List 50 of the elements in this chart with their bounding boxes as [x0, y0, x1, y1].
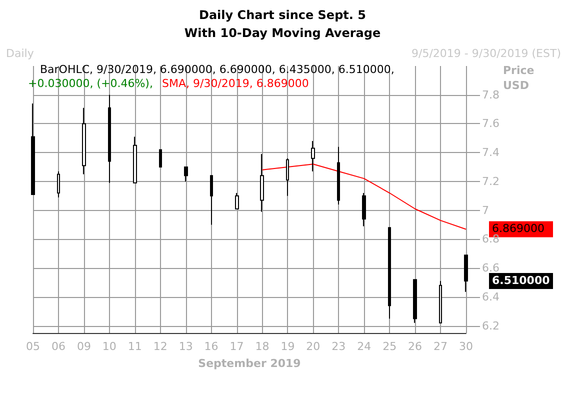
- x-tick-label: 16: [204, 340, 218, 353]
- y-tick-label: 6.4: [482, 290, 500, 304]
- x-tick-label: 11: [128, 340, 142, 353]
- x-tick-label: 24: [357, 340, 372, 353]
- y-axis-title: Price USD: [503, 64, 534, 92]
- candlestick: [57, 170, 60, 198]
- x-tick-label: 17: [230, 340, 244, 353]
- candlestick: [439, 280, 442, 324]
- x-tick-label: 26: [408, 340, 422, 353]
- x-tick-label: 20: [306, 340, 320, 353]
- y-tick-label: 7.6: [482, 117, 500, 130]
- y-tick-label: 7.8: [482, 88, 500, 102]
- candlestick: [235, 192, 239, 210]
- candlestick: [413, 279, 417, 324]
- line-series: [262, 164, 466, 230]
- candlestick: [133, 136, 137, 184]
- x-tick-label: 09: [76, 340, 91, 353]
- x-tick-label: 23: [332, 340, 346, 353]
- candlestick: [210, 175, 213, 226]
- candlestick: [362, 192, 366, 227]
- x-tick-label: 12: [153, 340, 168, 353]
- x-tick-label: 30: [459, 340, 473, 353]
- candlestick: [82, 107, 86, 175]
- y-tick-label: 7.2: [482, 174, 500, 188]
- x-tick-label: 10: [102, 340, 116, 353]
- y-tick-label: 6.6: [482, 262, 500, 275]
- y-tick-label: 6.2: [482, 319, 500, 332]
- y-tick-label: 7: [482, 204, 489, 217]
- candlestick: [260, 154, 264, 212]
- candlestick: [159, 149, 162, 168]
- x-tick-label: 18: [255, 340, 270, 353]
- annotation: 6.510000: [492, 274, 550, 288]
- annotation: +0.030000, (+0.46%),: [28, 77, 153, 90]
- x-tick-label: 27: [434, 340, 448, 353]
- candlestick: [286, 158, 289, 196]
- x-tick-label: 06: [51, 340, 66, 353]
- candlestick: [311, 140, 315, 172]
- x-axis-title: September 2019: [198, 357, 301, 370]
- annotation: SMA, 9/30/2019, 6.869000: [162, 77, 309, 90]
- x-tick-label: 13: [178, 340, 193, 353]
- candlestick: [337, 146, 340, 206]
- x-tick-label: 19: [280, 340, 295, 353]
- chart-subtitle: With 10-Day Moving Average: [184, 26, 381, 40]
- y-tick-label: 7.4: [482, 146, 500, 160]
- annotation: BarOHLC, 9/30/2019, 6.690000, 6.690000, 6.435000, 6.510000,: [40, 63, 394, 76]
- x-tick-label: 25: [382, 340, 397, 353]
- annotation: 6.869000: [492, 222, 544, 236]
- x-tick-label: 05: [26, 340, 40, 353]
- candlestick: [184, 166, 188, 182]
- chart-title: Daily Chart since Sept. 5: [199, 8, 366, 22]
